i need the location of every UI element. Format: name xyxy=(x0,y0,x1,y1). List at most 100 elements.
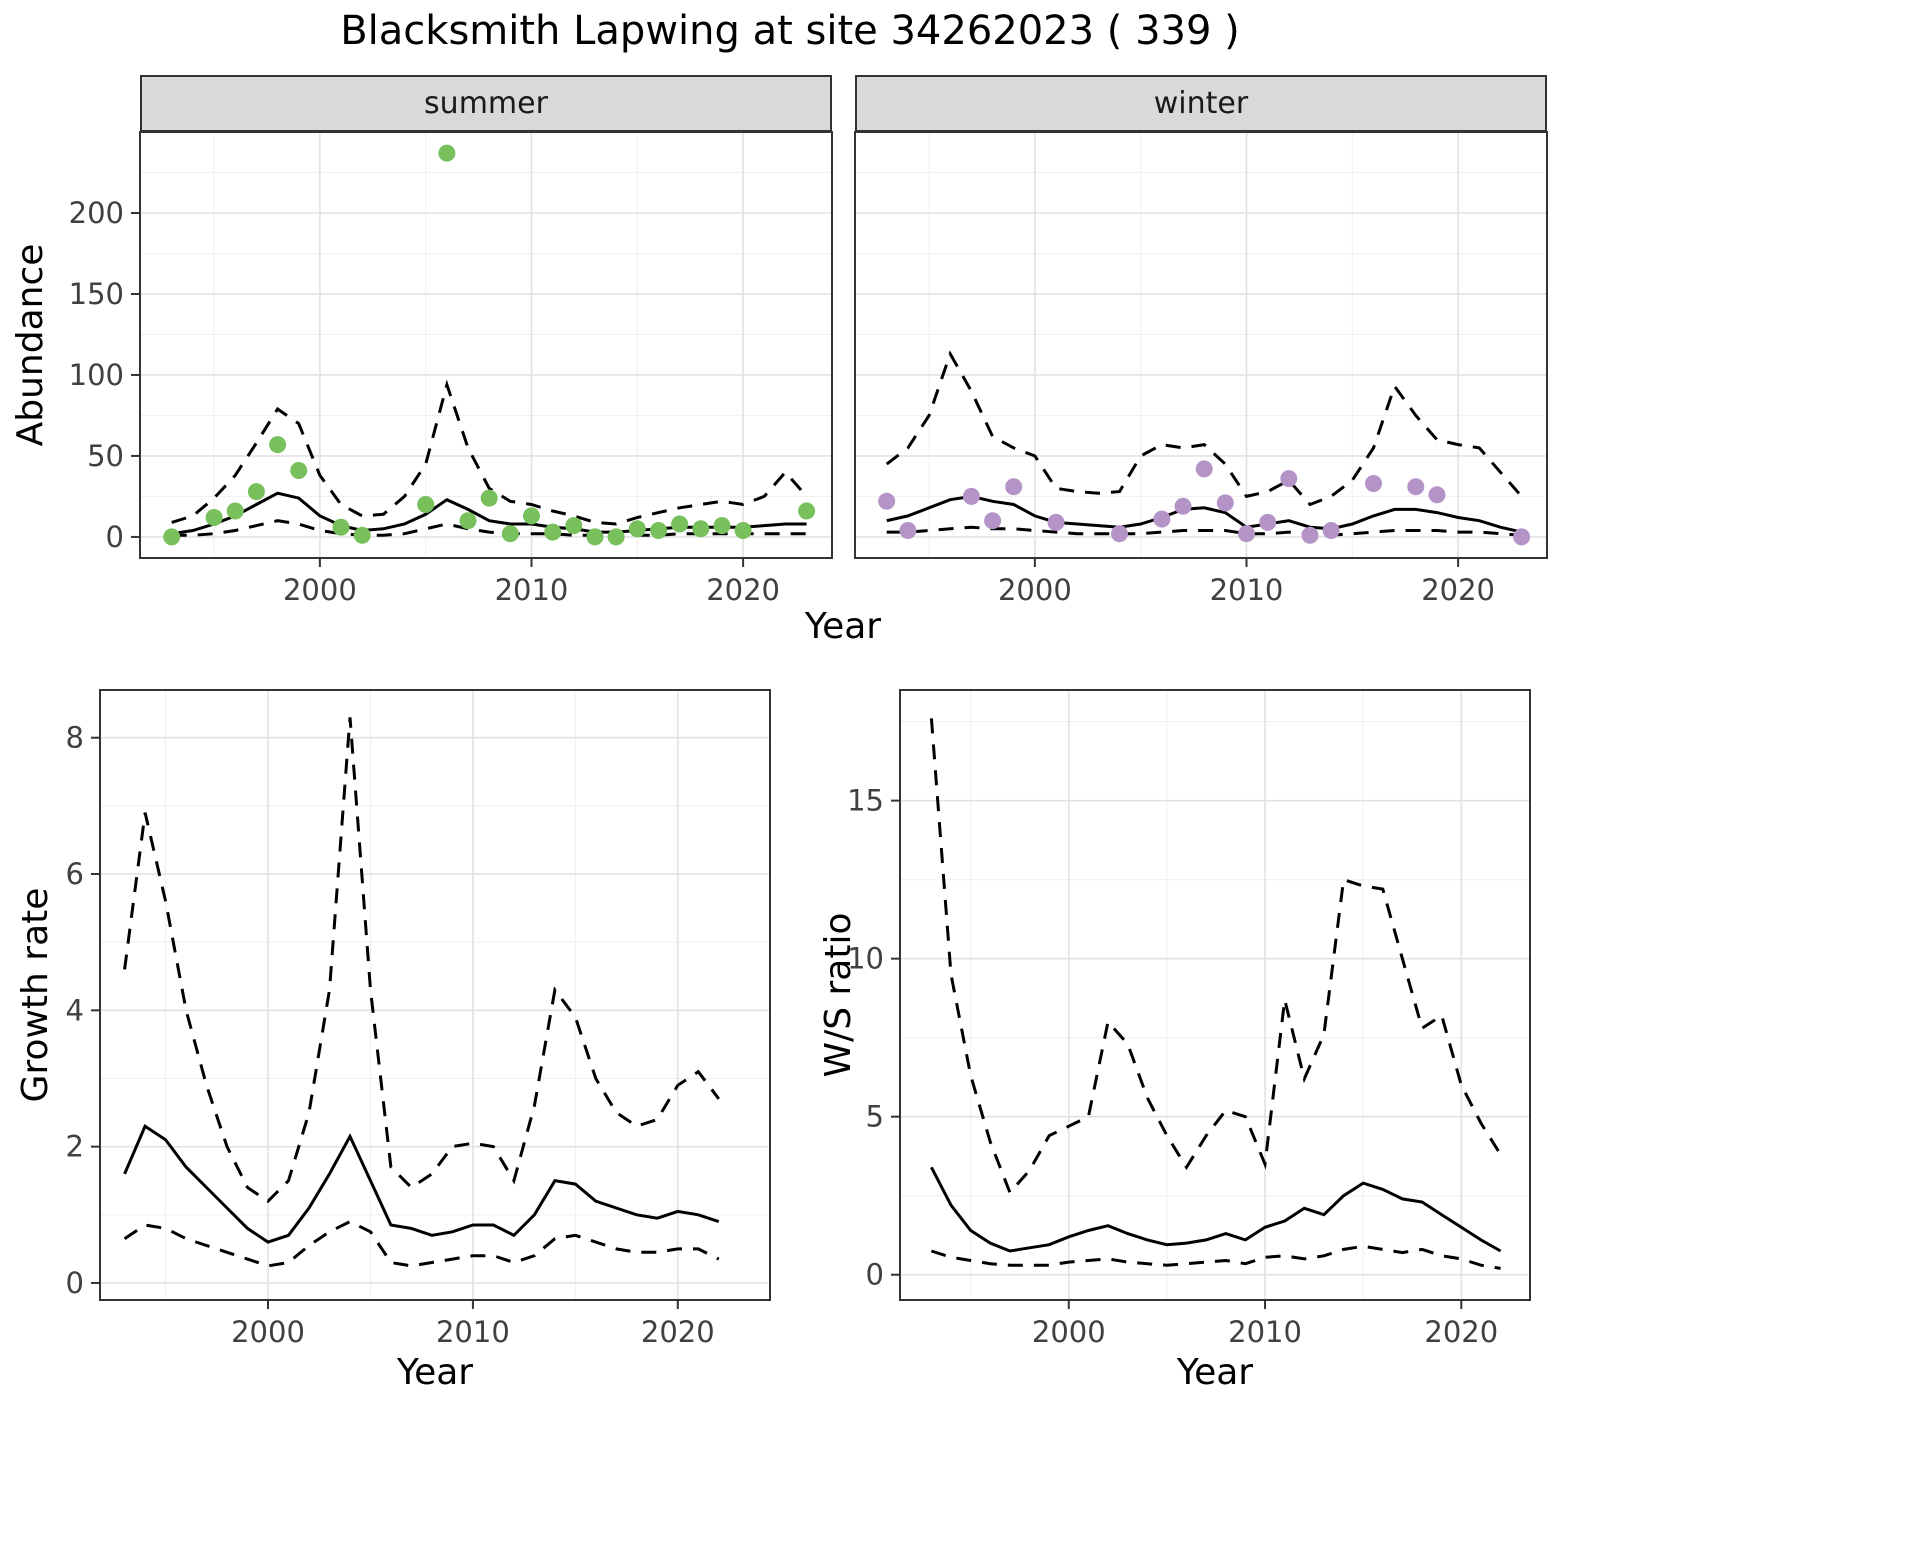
observed-point xyxy=(878,492,896,510)
y-tick-label: 15 xyxy=(847,784,884,818)
observed-point xyxy=(1428,486,1446,504)
observed-point xyxy=(1047,513,1065,531)
ws_ratio-panel: 2000 2010 2020 0 5 10 15 xyxy=(847,689,1531,1349)
observed-point xyxy=(332,518,350,536)
observed-point xyxy=(438,144,456,162)
y-tick-label: 6 xyxy=(66,857,84,891)
observed-point xyxy=(501,525,519,543)
observed-point xyxy=(417,496,435,513)
observed-point xyxy=(607,528,625,546)
abundance_summer-panel: 2000 2010 2020 0 50 100 150 200 xyxy=(69,131,833,607)
observed-point xyxy=(1111,525,1128,543)
upper-ci-line xyxy=(885,350,1523,507)
x-tick-label: 2000 xyxy=(998,573,1072,607)
panel-border xyxy=(139,131,833,559)
observed-point xyxy=(962,487,980,505)
abundance-facet-chart: 2000 2010 2020 0 50 100 150 200 2000 2010 2020 xyxy=(69,131,1548,607)
x-tick-label: 2020 xyxy=(1421,573,1495,607)
fit-line xyxy=(123,1123,720,1244)
y-axis-title-ws-ratio: W/S ratio xyxy=(817,912,859,1078)
x-axis-title-year-growth: Year xyxy=(396,1352,474,1393)
x-tick-label: 2020 xyxy=(706,573,780,607)
panel-background xyxy=(855,132,1547,558)
observed-point xyxy=(1195,460,1213,478)
y-tick-label: 2 xyxy=(66,1130,84,1164)
observed-point xyxy=(1216,494,1234,512)
panel-border xyxy=(854,131,1548,559)
x-tick-label: 2000 xyxy=(283,573,357,607)
y-tick-label: 4 xyxy=(66,993,84,1027)
observed-point xyxy=(480,489,498,507)
y-axis-title-abundance: Abundance xyxy=(9,243,51,447)
lower-ci-line xyxy=(123,1219,720,1268)
observed-points xyxy=(878,460,1531,546)
lower-ci-line xyxy=(930,1244,1501,1270)
upper-ci-line xyxy=(123,717,720,1204)
observed-point xyxy=(163,528,181,546)
chart-title: Blacksmith Lapwing at site 34262023 ( 33… xyxy=(340,8,1240,54)
y-axis-ticks: 0 50 100 150 200 xyxy=(69,196,140,554)
x-tick-label: 2010 xyxy=(1210,573,1284,607)
x-tick-label: 2010 xyxy=(495,573,569,607)
grid-lines xyxy=(140,132,832,558)
growth_rate-panel: 2000 2010 2020 0 2 4 6 8 xyxy=(66,689,771,1349)
observed-point xyxy=(899,522,917,539)
y-axis-ticks: 0 2 4 6 8 xyxy=(66,721,100,1300)
upper-ci-line xyxy=(171,379,808,526)
x-axis-title-year-abundance: Year xyxy=(804,606,882,647)
panel-border xyxy=(899,689,1531,1301)
y-axis-title-growth-rate: Growth rate xyxy=(14,887,56,1103)
upper-ci-line xyxy=(929,718,1502,1196)
y-tick-label: 8 xyxy=(66,721,84,755)
observed-point xyxy=(1280,470,1298,488)
abundance_winter-panel: 2000 2010 2020 xyxy=(854,131,1548,607)
growth-rate-chart: 2000 2010 2020 0 2 4 6 8 xyxy=(66,689,771,1349)
y-tick-label: 100 xyxy=(69,358,124,392)
observed-point xyxy=(628,520,646,538)
fit-line xyxy=(886,494,1522,534)
y-tick-label: 10 xyxy=(847,942,884,976)
observed-point xyxy=(671,515,689,533)
observed-point xyxy=(226,502,244,520)
observed-point xyxy=(353,526,371,544)
y-axis-ticks: 0 5 10 15 xyxy=(847,784,900,1292)
x-axis-title-year-ws: Year xyxy=(1176,1352,1254,1393)
fit-line xyxy=(930,1166,1502,1253)
observed-point xyxy=(984,512,1002,530)
x-axis-ticks: 2000 2010 2020 xyxy=(1032,1300,1498,1349)
y-tick-label: 50 xyxy=(87,439,124,473)
observed-point xyxy=(247,483,265,501)
observed-point xyxy=(269,436,287,454)
grid-lines xyxy=(100,690,770,1300)
observed-point xyxy=(734,522,752,539)
panel-border xyxy=(99,689,771,1301)
x-axis-ticks: 2000 2010 2020 xyxy=(283,558,780,607)
x-tick-label: 2010 xyxy=(1228,1315,1302,1349)
observed-point xyxy=(1407,478,1425,496)
y-tick-label: 200 xyxy=(69,196,124,230)
x-tick-label: 2000 xyxy=(231,1315,305,1349)
observed-point xyxy=(523,507,540,525)
observed-point xyxy=(1365,475,1382,492)
observed-point xyxy=(1259,513,1277,531)
observed-point xyxy=(1174,497,1192,515)
x-tick-label: 2000 xyxy=(1032,1315,1106,1349)
grid-lines xyxy=(900,690,1530,1300)
observed-point xyxy=(798,502,816,520)
observed-point xyxy=(1322,522,1340,539)
x-axis-ticks: 2000 2010 2020 xyxy=(998,558,1495,607)
x-axis-ticks: 2000 2010 2020 xyxy=(231,1300,715,1349)
y-tick-label: 0 xyxy=(866,1258,884,1292)
panel-background xyxy=(100,690,770,1300)
y-tick-label: 0 xyxy=(106,520,124,554)
observed-point xyxy=(1513,528,1531,546)
y-tick-label: 150 xyxy=(69,277,124,311)
observed-point xyxy=(1153,510,1171,528)
y-tick-label: 5 xyxy=(866,1100,884,1134)
panel-background xyxy=(900,690,1530,1300)
x-tick-label: 2020 xyxy=(641,1315,715,1349)
observed-point xyxy=(565,517,583,535)
observed-point xyxy=(290,462,308,479)
observed-point xyxy=(205,509,223,526)
